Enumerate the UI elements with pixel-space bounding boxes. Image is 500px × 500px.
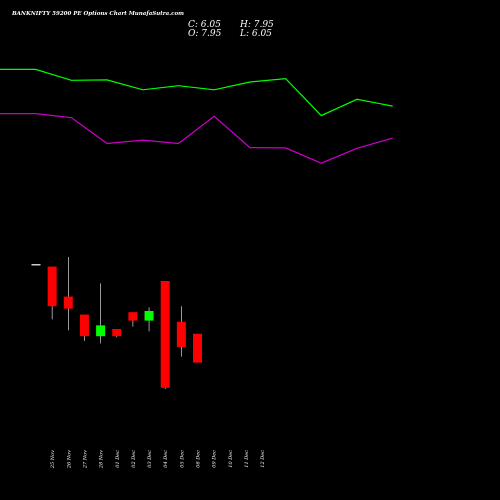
candle-body <box>193 333 202 363</box>
x-axis-ticks: 25 Nov 26 Nov 27 Nov 28 Nov 01 Dec 02 Dec 03 D… <box>50 450 266 469</box>
high-value: H: 7.95 <box>239 20 274 30</box>
candle <box>144 307 154 332</box>
indicator-line-1 <box>0 68 393 117</box>
candle-body <box>31 264 41 266</box>
close-value: C: 6.05 <box>188 20 221 30</box>
x-tick-label: 26 Nov <box>66 450 72 469</box>
x-tick-label: 28 Nov <box>99 450 105 469</box>
candle-body <box>112 329 122 337</box>
candle <box>160 281 170 389</box>
candle-body <box>63 296 73 309</box>
candle <box>193 333 202 363</box>
x-tick-label: 27 Nov <box>82 450 88 469</box>
candle-body <box>96 325 106 337</box>
x-tick-label: 03 Dec <box>147 450 153 468</box>
x-tick-label: 04 Dec <box>163 450 169 468</box>
candles <box>31 257 202 389</box>
x-tick-label: 10 Dec <box>228 450 234 468</box>
x-tick-label: 25 Nov <box>50 450 56 469</box>
low-value: L: 6.05 <box>239 29 272 39</box>
candle <box>31 264 41 266</box>
x-tick-label: 05 Dec <box>179 450 185 468</box>
indicator-line-2 <box>0 112 393 164</box>
x-tick-label: 12 Dec <box>260 450 266 468</box>
chart-title: BANKNIFTY 59200 PE Options Chart MunafaS… <box>11 11 184 17</box>
candle <box>79 314 89 341</box>
x-tick-label: 02 Dec <box>131 450 137 468</box>
candle-body <box>47 266 57 307</box>
candle <box>47 266 57 320</box>
x-tick-label: 09 Dec <box>212 450 218 468</box>
candle-body <box>144 311 154 321</box>
candle <box>128 312 138 327</box>
open-value: O: 7.95 <box>188 29 222 39</box>
x-tick-label: 11 Dec <box>244 450 250 468</box>
candle <box>63 257 73 331</box>
candle-body <box>176 321 186 347</box>
candle <box>176 306 186 357</box>
candle <box>112 329 122 338</box>
candle-body <box>128 312 138 321</box>
indicator-lines <box>0 68 393 164</box>
candle-body <box>160 281 170 388</box>
x-tick-label: 08 Dec <box>196 450 202 468</box>
candle <box>96 283 106 344</box>
x-tick-label: 01 Dec <box>115 450 121 468</box>
candle-body <box>79 314 89 337</box>
